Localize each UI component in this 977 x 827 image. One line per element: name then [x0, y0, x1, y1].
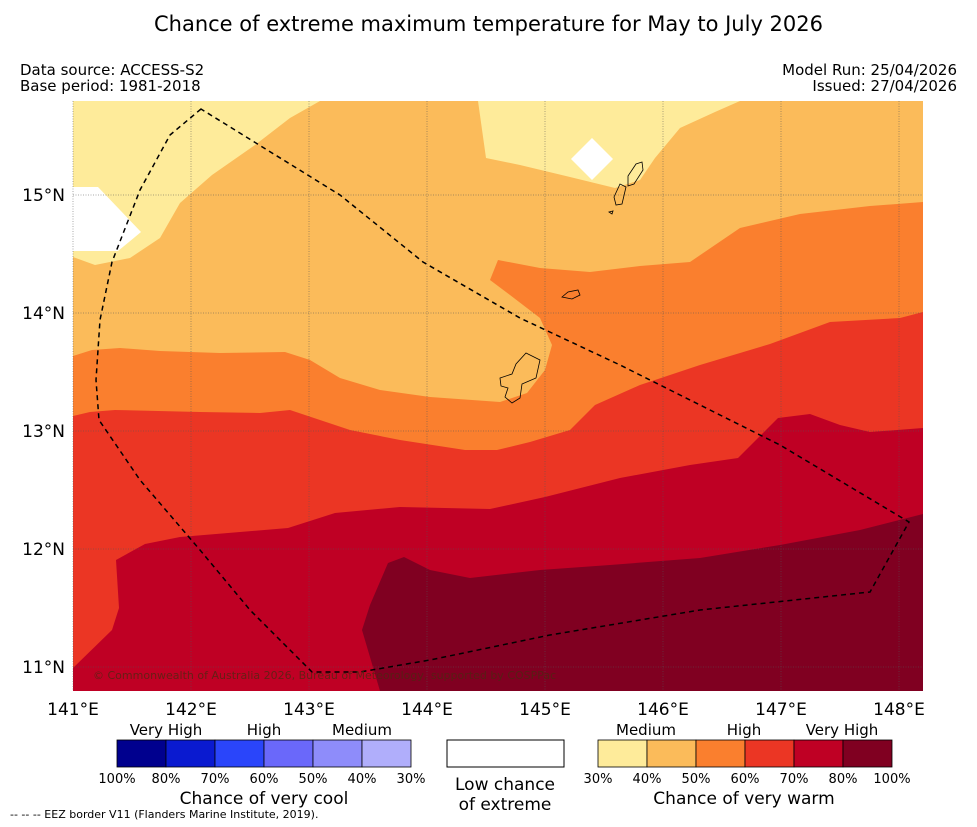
legend-warm: Medium High Very High 30% 40% 50% 60% 70% 80%…: [584, 721, 911, 809]
legend-warm-ticks: 30% 40% 50% 60% 70% 80% 100%: [584, 772, 911, 787]
lon-label: 145°E: [519, 700, 571, 720]
legend-warm-header: Medium: [616, 721, 676, 739]
legend-cool-header: High: [247, 721, 281, 739]
legend-cool-header: Very High: [130, 721, 203, 739]
legend-warm-swatch: [744, 739, 795, 768]
chart-title: Chance of extreme maximum temperature fo…: [153, 12, 823, 36]
meta-left: Data source: ACCESS-S2 Base period: 1981…: [20, 62, 204, 94]
region-30-40: [73, 101, 320, 265]
region-30-40-north: [478, 101, 740, 188]
lat-label: 15°N: [22, 186, 65, 206]
lon-labels: 141°E 142°E 143°E 144°E 145°E 146°E 147°…: [47, 700, 925, 720]
lat-label: 12°N: [22, 540, 65, 560]
saipan-island: [627, 161, 644, 187]
lat-label: 14°N: [22, 304, 65, 324]
legend-low-line1: Low chance: [455, 775, 555, 795]
probability-fill: [73, 101, 923, 691]
data-source: Data source: ACCESS-S2: [20, 61, 205, 79]
legend-cool-tick: 50%: [299, 772, 328, 787]
base-period: Base period: 1981-2018: [20, 77, 201, 95]
legend-warm-swatch: [842, 739, 893, 768]
lat-labels: 15°N 14°N 13°N 12°N 11°N: [22, 186, 65, 678]
legend-warm-header: High: [727, 721, 761, 739]
lon-label: 146°E: [637, 700, 689, 720]
legend-cool-swatch: [165, 739, 216, 768]
legend-cool: Very High High Medium 100% 80% 70% 60% 50% 40…: [98, 721, 425, 809]
legend-cool-ticks: 100% 80% 70% 60% 50% 40% 30%: [98, 772, 425, 787]
aguijan-island: [608, 210, 614, 215]
legend-cool-tick: 100%: [98, 772, 135, 787]
legend-cool-swatch: [312, 739, 363, 768]
copyright-notice: © Commonwealth of Australia 2026, Bureau…: [93, 669, 556, 682]
lon-label: 148°E: [873, 700, 925, 720]
lon-label: 147°E: [755, 700, 807, 720]
region-low-chance-west: [73, 187, 141, 251]
legend-warm-tick: 30%: [584, 772, 613, 787]
legend-warm-swatches: [597, 739, 893, 768]
lat-label: 11°N: [22, 658, 65, 678]
lon-label: 143°E: [283, 700, 335, 720]
rota-island: [561, 289, 581, 300]
model-run: Model Run: 25/04/2026: [782, 61, 957, 79]
lat-label: 13°N: [22, 422, 65, 442]
legend-cool-swatch: [263, 739, 314, 768]
region-80-100: [362, 514, 923, 691]
islands: [499, 161, 644, 404]
legend-low: Low chance of extreme: [446, 739, 565, 815]
gridlines: [72, 101, 923, 691]
legend-warm-header: Very High: [806, 721, 879, 739]
legend-warm-swatch: [695, 739, 746, 768]
guam-island: [499, 352, 541, 404]
legend-low-swatch: [446, 739, 565, 768]
legend-cool-tick: 30%: [397, 772, 426, 787]
issued-date: Issued: 27/04/2026: [812, 77, 957, 95]
legend-warm-swatch: [597, 739, 648, 768]
legend-warm-swatch: [793, 739, 844, 768]
legend-warm-tick: 70%: [780, 772, 809, 787]
legend-warm-swatch: [646, 739, 697, 768]
legend-low-line2: of extreme: [459, 795, 552, 815]
legend-cool-tick: 70%: [201, 772, 230, 787]
legend-cool-tick: 60%: [250, 772, 279, 787]
region-low-chance-north: [571, 138, 613, 180]
lon-label: 144°E: [401, 700, 453, 720]
legend-cool-tick: 80%: [152, 772, 181, 787]
eez-border: [95, 108, 911, 673]
legend-cool-swatch: [361, 739, 412, 768]
legend-cool-swatch: [116, 739, 167, 768]
legend-warm-tick: 100%: [873, 772, 910, 787]
legend-cool-title: Chance of very cool: [180, 789, 349, 809]
legend-warm-tick: 80%: [829, 772, 858, 787]
legend-warm-title: Chance of very warm: [653, 789, 834, 809]
legend-cool-swatch: [214, 739, 265, 768]
legend-cool-swatches: [116, 739, 412, 768]
lon-label: 142°E: [165, 700, 217, 720]
region-40-50: [73, 101, 923, 402]
legend-cool-tick: 40%: [348, 772, 377, 787]
legend-warm-tick: 40%: [633, 772, 662, 787]
legend-cool-header: Medium: [332, 721, 392, 739]
legend-warm-tick: 60%: [731, 772, 760, 787]
tinian-island: [613, 183, 627, 206]
lon-label: 141°E: [47, 700, 99, 720]
legend-warm-tick: 50%: [682, 772, 711, 787]
eez-footnote: -- -- -- EEZ border V11 (Flanders Marine…: [10, 808, 319, 821]
meta-right: Model Run: 25/04/2026 Issued: 27/04/2026: [782, 62, 957, 94]
